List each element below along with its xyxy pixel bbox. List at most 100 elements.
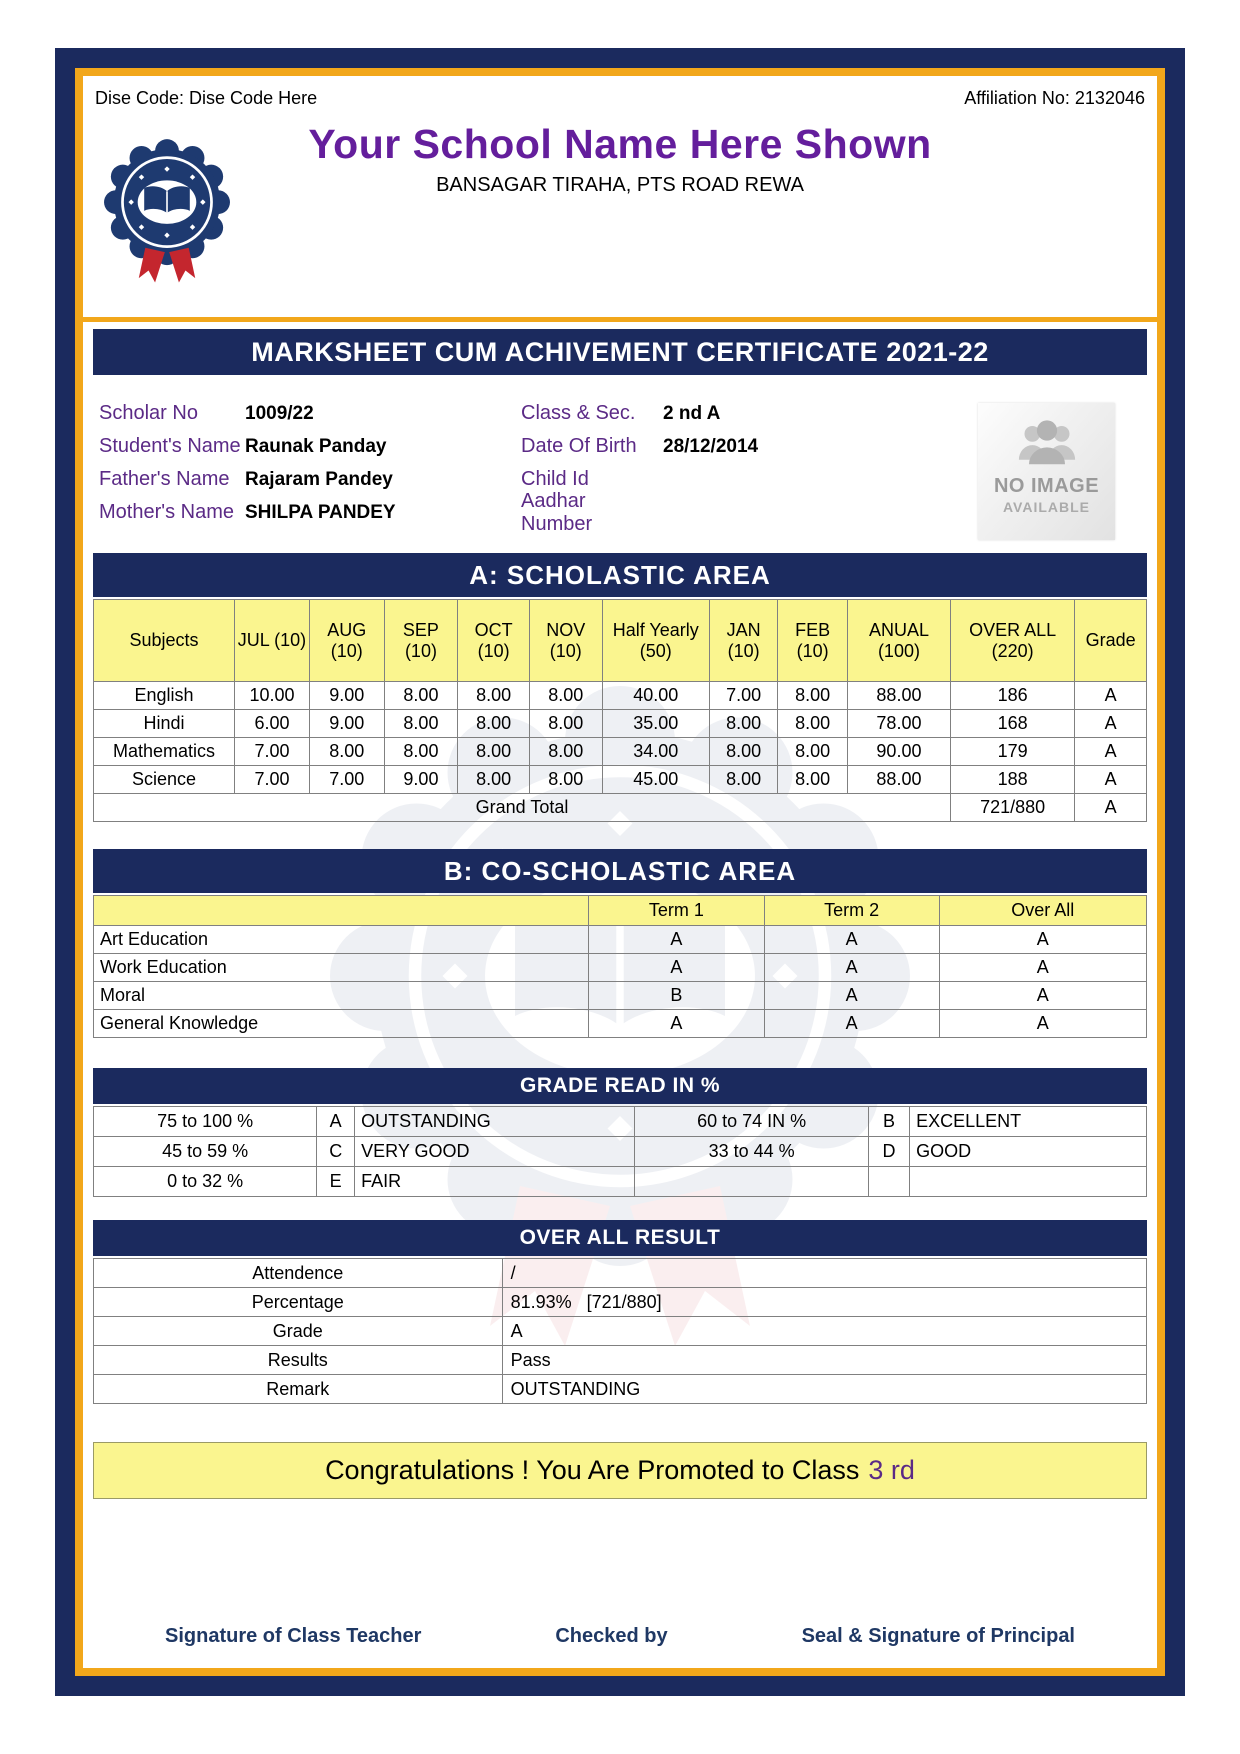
promoted-class: 3 rd [868,1455,915,1485]
cell: A [763,981,940,1010]
cell: 33 to 44 % [634,1136,869,1167]
cell: Art Education [93,925,589,954]
cell: 10.00 [234,681,310,710]
scholastic-table: Subjects JUL (10) AUG (10) SEP (10) OCT … [92,599,1147,822]
table-row-english: English 10.00 9.00 8.00 8.00 8.00 40.00 7.00 8.0… [92,681,1147,710]
cell: / [501,1258,1148,1288]
cell: A [1074,765,1147,794]
grand-total-value: 721/880 [950,793,1076,822]
cell: 88.00 [846,681,952,710]
scholar-no-label: Scholar No [99,402,198,424]
table-row-mathematics: Mathematics 7.00 8.00 8.00 8.00 8.00 34.00 8.00… [92,737,1147,766]
checked-by-label: Checked by [555,1625,668,1647]
col-subjects: Subjects [92,599,236,682]
certificate-title-banner: MARKSHEET CUM ACHIVEMENT CERTIFICATE 202… [93,329,1147,375]
cell: 81.93% [721/880] [501,1287,1148,1317]
cell: 75 to 100 % [92,1106,318,1137]
cell: A [1074,737,1147,766]
certificate-gold-border: Dise Code: Dise Code Here Affiliation No… [75,68,1165,1676]
overall-result-table: Attendence / Percentage 81.93% [721/880] G… [93,1258,1148,1404]
info-row-aadhar: Aadhar Number [521,490,758,535]
cell [867,1166,911,1197]
cell: 8.00 [708,765,779,794]
grand-total-row: Grand Total 721/880 A [92,793,1147,822]
cell: 0 to 32 % [92,1166,318,1197]
cell: 7.00 [234,737,310,766]
class-teacher-signature-label: Signature of Class Teacher [165,1625,422,1647]
table-row-hindi: Hindi 6.00 9.00 8.00 8.00 8.00 35.00 8.00 8.00 78… [92,709,1147,738]
people-silhouette-icon [1018,420,1075,465]
school-header: Your School Name Here Shown BANSAGAR TIR… [93,121,1147,283]
result-row-grade: Grade A [93,1316,1148,1346]
table-row-science: Science 7.00 7.00 9.00 8.00 8.00 45.00 8.00 8.00… [92,765,1147,794]
result-row-results: Results Pass [93,1345,1148,1375]
cell: 8.00 [528,709,603,738]
cell: D [867,1136,911,1167]
cell: Work Education [93,953,589,982]
scholastic-header-row: Subjects JUL (10) AUG (10) SEP (10) OCT … [92,599,1147,682]
cell: 8.00 [457,737,530,766]
cell: 7.00 [308,765,385,794]
congratulations-bar: Congratulations ! You Are Promoted to Cl… [93,1442,1147,1499]
cell: 8.00 [457,681,530,710]
co-scholastic-table: Term 1 Term 2 Over All Art Education A A A … [93,895,1148,1038]
grade-scale-table: 75 to 100 % A OUTSTANDING 60 to 74 IN % B EXC… [92,1106,1147,1197]
cell: A [587,953,765,982]
cell: A [587,925,765,954]
info-row-dob: Date Of Birth 28/12/2014 [521,430,758,463]
cell: Grade [93,1316,503,1346]
grade-scale-row: 0 to 32 % E FAIR [92,1166,1147,1197]
cell [634,1166,869,1197]
col-feb: FEB (10) [777,599,848,682]
cell: 8.00 [777,709,848,738]
cell: A [1074,681,1147,710]
cell: 8.00 [777,681,848,710]
co-scholastic-header-row: Term 1 Term 2 Over All [93,895,1148,926]
cell: B [867,1106,911,1137]
col-overall: OVER ALL (220) [950,599,1076,682]
cell: 8.00 [528,765,603,794]
cell: 60 to 74 IN % [634,1106,869,1137]
result-row-remark: Remark OUTSTANDING [93,1374,1148,1404]
result-row-percentage: Percentage 81.93% [721/880] [93,1287,1148,1317]
cell: A [938,1009,1148,1038]
cell: A [763,925,940,954]
cell: A [1074,709,1147,738]
cell: EXCELLENT [909,1106,1147,1137]
aadhar-label: Aadhar Number [521,489,593,535]
cell: 8.00 [383,737,459,766]
cell [909,1166,1147,1197]
cell: 7.00 [234,765,310,794]
col-grade: Grade [1074,599,1147,682]
cell: Percentage [93,1287,503,1317]
cell: 88.00 [846,765,952,794]
mother-name-label: Mother's Name [99,501,234,523]
result-row-attendence: Attendence / [93,1258,1148,1288]
dob-label: Date Of Birth [521,435,637,457]
cell: 179 [950,737,1076,766]
cell: General Knowledge [93,1009,589,1038]
cell: A [763,1009,940,1038]
info-row-child-id: Child Id [521,463,758,496]
col-sep: SEP (10) [383,599,459,682]
cell: FAIR [354,1166,636,1197]
certificate-content: Dise Code: Dise Code Here Affiliation No… [83,76,1157,1668]
cell: 45.00 [601,765,710,794]
cell: 9.00 [308,709,385,738]
dise-code: Dise Code: Dise Code Here [95,88,318,108]
cell: 35.00 [601,709,710,738]
cell: 8.00 [708,709,779,738]
student-info-right: Class & Sec. 2 nd A Date Of Birth 28/12/… [521,397,758,535]
class-sec-label: Class & Sec. [521,402,636,424]
cell: 8.00 [457,709,530,738]
codes-row: Dise Code: Dise Code Here Affiliation No… [95,88,1145,109]
certificate-outer-border: Dise Code: Dise Code Here Affiliation No… [55,48,1185,1696]
col-half-yearly: Half Yearly (50) [601,599,710,682]
cell: GOOD [909,1136,1147,1167]
scholar-no-value: 1009/22 [245,402,314,424]
cell: 8.00 [777,737,848,766]
cell: A [763,953,940,982]
student-info-section: Scholar No 1009/22 Student's Name Raunak… [93,375,1147,553]
cell: 8.00 [528,737,603,766]
grade-scale-row: 45 to 59 % C VERY GOOD 33 to 44 % D GOOD [92,1136,1147,1167]
